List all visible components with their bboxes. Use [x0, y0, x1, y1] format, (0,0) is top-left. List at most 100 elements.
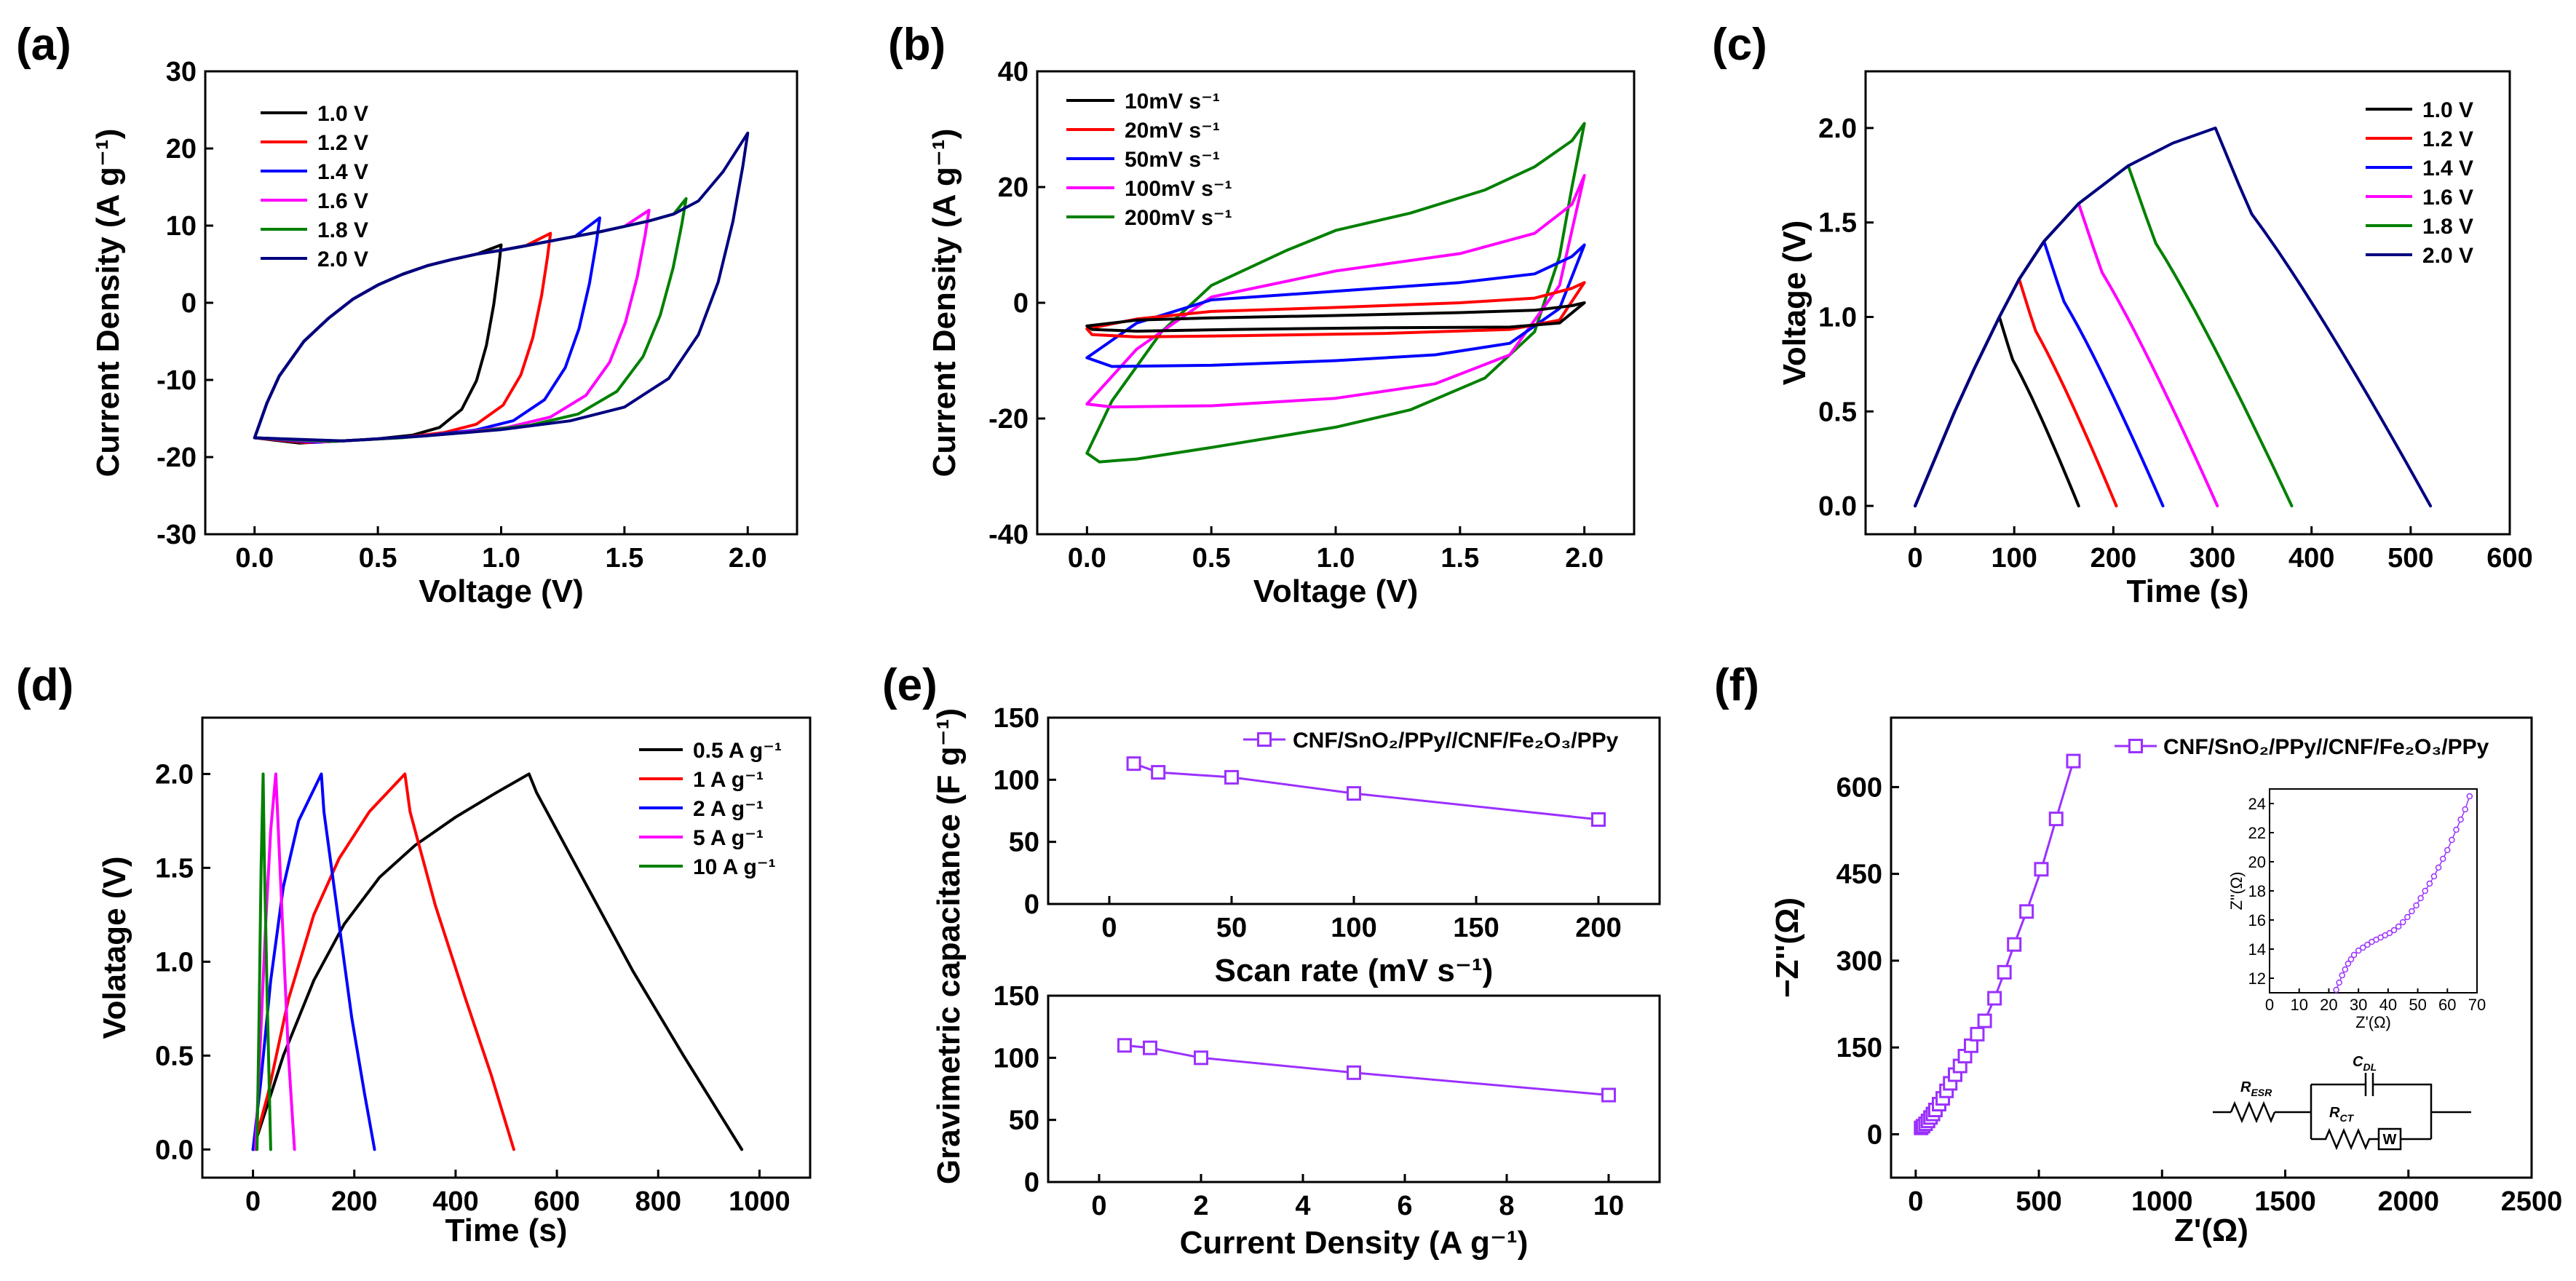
gcd-curve: [255, 772, 272, 1151]
inset-marker: [2417, 895, 2424, 902]
inset-marker: [2345, 960, 2352, 967]
panel-c-chart: 0 100 200 300 400 500 600 0.0 0.5 1.0 1.5 2.0 Time (…: [1777, 70, 2533, 609]
y-tick-label: -30: [156, 520, 197, 550]
cv-curve: [1085, 243, 1586, 368]
panel-d-chart: 0 200 400 600 800 1000 0.0 0.5 1.0 1.5 2.0 Time (s)…: [97, 716, 812, 1248]
y-tick-label: 450: [1836, 860, 1882, 890]
legend-label: 1.4 V: [317, 160, 368, 184]
legend-label: 100mV s⁻¹: [1125, 177, 1232, 201]
inset-marker: [2404, 913, 2411, 921]
legend-label: 2.0 V: [2422, 244, 2473, 268]
inset-marker: [2355, 947, 2362, 954]
panel-label: (b): [888, 20, 946, 70]
cv-curve: [1085, 174, 1586, 409]
y-tick-label: 40: [998, 57, 1029, 87]
x-tick-label: 8: [1499, 1191, 1514, 1221]
x-tick-label: 1.5: [605, 543, 643, 574]
y-tick-label: -40: [988, 520, 1029, 550]
axes-frame: [1864, 70, 2511, 536]
x-tick-label: 400: [2288, 543, 2334, 574]
data-marker: [2048, 812, 2064, 827]
gcd-curve: [1914, 239, 2165, 508]
inset-marker: [2422, 887, 2428, 895]
data-marker: [1143, 1040, 1157, 1055]
x-tick-label: 10: [1593, 1191, 1624, 1221]
legend-label: 20mV s⁻¹: [1125, 119, 1220, 143]
circuit-wire: [2373, 1083, 2433, 1139]
inset-marker: [2390, 927, 2398, 934]
capacitance-line: [1133, 762, 1600, 821]
x-tick-label: 600: [2486, 543, 2532, 574]
data-marker: [1997, 964, 2012, 980]
inset-marker: [2430, 873, 2438, 880]
inset-marker: [2413, 902, 2420, 909]
x-tick-label: 0.0: [1068, 543, 1106, 574]
data-marker: [2019, 904, 2034, 919]
y-tick-label: 1.5: [1818, 208, 1857, 239]
y-tick-label: -20: [988, 404, 1029, 435]
y-tick-label: 150: [994, 981, 1039, 1012]
x-tick-label: 500: [2016, 1186, 2061, 1217]
legend-label: 1.6 V: [317, 189, 368, 213]
x-tick-label: 200: [1575, 913, 1621, 943]
y-tick-label: 0.5: [155, 1041, 194, 1071]
inset-x-tick-label: 70: [2468, 996, 2486, 1014]
y-tick-label: 20: [998, 172, 1029, 203]
circuit-label-w: W: [2383, 1132, 2397, 1148]
data-marker: [1117, 1038, 1132, 1053]
y-tick-label: 10: [166, 211, 197, 242]
panel-b-chart: 0.0 0.5 1.0 1.5 2.0 -40 -20 0 20 40 Voltage (V) Cur…: [927, 57, 1636, 609]
x-axis-label: Voltage (V): [419, 574, 584, 609]
y-axis-label: Current Density (A g⁻¹): [927, 129, 962, 477]
inset-marker: [2399, 919, 2406, 926]
y-tick-label: 50: [1009, 1106, 1039, 1136]
inset-y-tick-label: 22: [2248, 824, 2266, 842]
legend-label: CNF/SnO₂/PPy//CNF/Fe₂O₃/PPy: [1293, 729, 1619, 753]
inset-marker: [2439, 855, 2446, 862]
legend-label: 1.2 V: [317, 131, 368, 155]
legend-label: 1.6 V: [2422, 186, 2473, 210]
legend-label: 2 A g⁻¹: [693, 797, 764, 821]
axes-frame: [1890, 716, 2533, 1179]
inset-marker: [2333, 986, 2339, 994]
data-marker: [1970, 1026, 1985, 1042]
x-axis-label: Scan rate (mV s⁻¹): [1215, 953, 1494, 988]
inset-y-tick-label: 12: [2248, 969, 2266, 988]
x-tick-label: 800: [635, 1186, 681, 1217]
x-tick-label: 1500: [2254, 1186, 2316, 1217]
inset-marker: [2395, 923, 2402, 930]
legend-label: 10mV s⁻¹: [1125, 90, 1220, 114]
y-axis-label: Voltage (V): [1777, 221, 1812, 386]
panel-label: (f): [1714, 660, 1759, 710]
legend-label: 1.2 V: [2422, 127, 2473, 151]
legend-label: 1.0 V: [2422, 98, 2473, 122]
x-tick-label: 0: [245, 1186, 261, 1217]
x-tick-label: 400: [432, 1186, 478, 1217]
data-marker: [1347, 786, 1361, 801]
y-tick-label: 600: [1836, 772, 1882, 803]
legend-marker: [2128, 739, 2143, 753]
legend-marker: [1257, 732, 1272, 747]
circuit-label-cdl-subscript: DL: [2363, 1061, 2377, 1073]
x-tick-label: 500: [2387, 543, 2433, 574]
x-axis-label: Time (s): [2127, 574, 2249, 609]
panel-a-chart: 0.0 0.5 1.0 1.5 2.0 -30 -20 -10 0 10 20 30 Voltage (…: [90, 57, 798, 609]
x-tick-label: 0.0: [235, 543, 274, 574]
inset-marker: [2339, 972, 2345, 979]
cv-curve: [1085, 122, 1586, 464]
y-tick-label: 1.0: [1818, 302, 1857, 333]
inset-y-tick-label: 20: [2248, 853, 2266, 871]
inset-marker: [2462, 806, 2468, 813]
axes-frame: [201, 716, 812, 1179]
data-marker: [2007, 937, 2022, 952]
y-tick-label: 2.0: [1818, 114, 1857, 144]
gcd-curve: [1914, 202, 2219, 508]
inset-marker: [2435, 864, 2442, 871]
legend-label: 1.0 V: [317, 102, 368, 126]
legend-label: 50mV s⁻¹: [1125, 148, 1220, 172]
x-axis-label: Current Density (A g⁻¹): [1180, 1225, 1529, 1261]
x-tick-label: 0.5: [1192, 543, 1231, 574]
x-tick-label: 0: [1908, 543, 1923, 574]
gcd-curve: [1914, 164, 2294, 508]
x-tick-label: 200: [2090, 543, 2136, 574]
